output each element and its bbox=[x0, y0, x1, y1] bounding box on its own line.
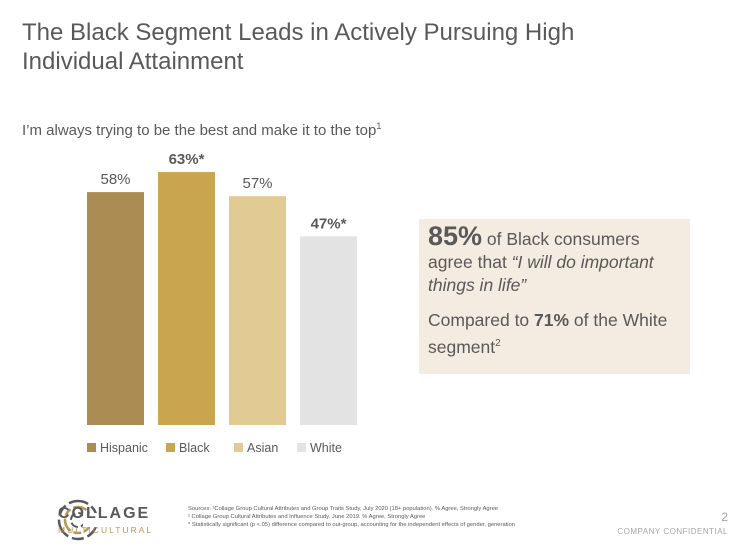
bars-group: 58% 63%* 57% 47%* bbox=[87, 151, 357, 425]
callout-line2-pct: 71% bbox=[534, 310, 570, 330]
source-line-1: Sources: ¹Collage Group Cultural Attribu… bbox=[188, 506, 499, 512]
bar-black bbox=[158, 172, 215, 425]
legend-label-white: White bbox=[310, 441, 342, 455]
callout-line1: of Black consumers agree that bbox=[428, 229, 640, 272]
bar-chart: 58% 63%* 57% 47%* Hispanic Black Asian White bbox=[87, 151, 357, 455]
source-line-2: ² Collage Group Cultural Attributes and … bbox=[188, 514, 426, 520]
callout-footnote: 2 bbox=[495, 338, 501, 349]
chart-subtitle: I’m always trying to be the best and mak… bbox=[22, 121, 381, 139]
callout-big-pct: 85% bbox=[428, 221, 483, 251]
legend-label-hispanic: Hispanic bbox=[100, 441, 148, 455]
data-label-white: 47%* bbox=[311, 215, 347, 232]
legend-swatch-white bbox=[297, 443, 306, 452]
brand-name: COLLAGE bbox=[58, 505, 151, 522]
subtitle-text: I’m always trying to be the best and mak… bbox=[22, 122, 377, 139]
callout-comparison: Compared to 71% of the White segment2 bbox=[428, 309, 680, 359]
page-title: The Black Segment Leads in Actively Purs… bbox=[22, 19, 575, 75]
callout-quote: “I will do important things in life” bbox=[428, 252, 654, 295]
callout-line2-pre: Compared to bbox=[428, 310, 535, 330]
callout-line2-rest: of the White segment bbox=[428, 310, 668, 357]
bar-white bbox=[300, 236, 357, 425]
bar-hispanic bbox=[87, 192, 144, 425]
callout-statement: 85% of Black consumers agree that “I wil… bbox=[428, 223, 680, 297]
brand-subtitle: MULTICULTURAL bbox=[58, 525, 154, 535]
sources-notes: Sources: ¹Collage Group Cultural Attribu… bbox=[188, 505, 608, 529]
legend-label-black: Black bbox=[179, 441, 210, 455]
legend-swatch-asian bbox=[234, 443, 243, 452]
legend-label-asian: Asian bbox=[247, 441, 278, 455]
callout-box: 85% of Black consumers agree that “I wil… bbox=[419, 219, 690, 374]
bar-asian bbox=[229, 196, 286, 425]
data-label-black: 63%* bbox=[169, 151, 205, 168]
legend: Hispanic Black Asian White bbox=[87, 441, 342, 455]
source-line-3: * Statistically significant (p <.05) dif… bbox=[188, 522, 516, 528]
legend-swatch-black bbox=[166, 443, 175, 452]
data-label-hispanic: 58% bbox=[100, 171, 130, 188]
collage-logo-icon bbox=[57, 499, 103, 541]
subtitle-footnote: 1 bbox=[376, 121, 382, 131]
data-label-asian: 57% bbox=[242, 175, 272, 192]
page-number: 2 bbox=[721, 510, 728, 524]
confidential-label: COMPANY CONFIDENTIAL bbox=[617, 527, 728, 536]
legend-swatch-hispanic bbox=[87, 443, 96, 452]
